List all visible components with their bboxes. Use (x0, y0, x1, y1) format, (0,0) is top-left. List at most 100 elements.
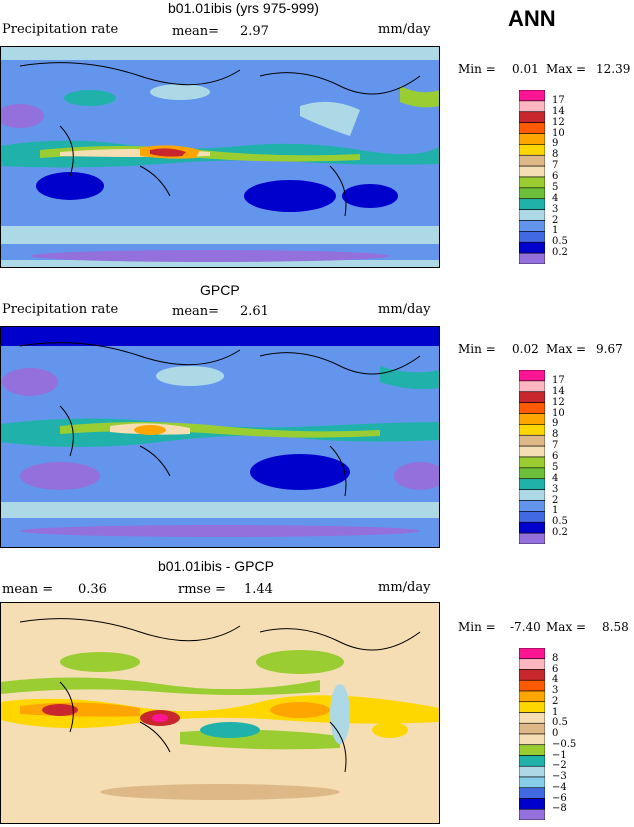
colorbar-tick-label: 17 (552, 94, 565, 106)
colorbar-tick-label: 0 (552, 728, 559, 739)
colorbar-tick-label: 1 (552, 505, 559, 517)
panel-1-title: b01.01ibis (yrs 975-999) (168, 0, 319, 16)
colorbar-tick-label: 10 (552, 407, 565, 419)
panel-3-max-label: Max = (546, 620, 587, 634)
colorbar-tick-label: 6 (552, 663, 559, 675)
colorbar-tick-label: 0.2 (552, 527, 568, 539)
colorbar-tick-label: 4 (552, 674, 559, 686)
season-label: ANN (508, 6, 556, 31)
colorbar-swatch (518, 669, 546, 681)
colorbar-tick-label: 8 (552, 652, 559, 664)
panel-1-mean-value: 2.97 (240, 24, 269, 39)
colorbar-swatch (518, 100, 546, 113)
panel-3-units: mm/day (378, 580, 431, 595)
panel-1-colorbar (518, 89, 546, 265)
colorbar-tick-label: −1 (552, 749, 567, 761)
colorbar-swatch (518, 755, 546, 767)
colorbar-swatch (518, 391, 546, 403)
panel-1-mean-label: mean= (172, 24, 220, 39)
colorbar-swatch (518, 679, 546, 692)
colorbar-swatch (518, 647, 546, 660)
colorbar-swatch (518, 456, 546, 469)
colorbar-tick-label: 2 (552, 494, 559, 506)
panel-1-units: mm/day (378, 22, 431, 37)
colorbar-swatch (518, 209, 546, 221)
panel-2-field: Precipitation rate (2, 302, 119, 317)
colorbar-tick-label: 1 (552, 225, 559, 237)
panel-2-mean-value: 2.61 (240, 304, 269, 319)
colorbar-tick-label: 12 (552, 396, 565, 408)
colorbar-swatch (518, 489, 546, 501)
panel-3-min-label: Min = (458, 620, 496, 634)
colorbar-tick-label: 5 (552, 181, 559, 193)
colorbar-swatch (518, 402, 546, 414)
panel-2-colorbar (518, 369, 546, 545)
colorbar-swatch (518, 478, 546, 490)
colorbar-tick-label: 7 (552, 440, 559, 452)
colorbar-tick-label: 3 (552, 685, 559, 696)
colorbar-tick-label: 4 (552, 192, 559, 204)
colorbar-tick-label: 8 (552, 429, 559, 441)
panel-2-max-value: 9.67 (596, 342, 623, 356)
colorbar-swatch (518, 413, 546, 425)
colorbar-swatch (518, 154, 546, 167)
colorbar-tick-label: −3 (552, 771, 567, 782)
panel-2-max-label: Max = (546, 342, 587, 356)
colorbar-swatch (518, 434, 546, 447)
panel-3-min-value: -7.40 (510, 620, 541, 634)
colorbar-tick-label: 8 (552, 149, 559, 161)
panel-3-map (0, 602, 440, 824)
colorbar-tick-label: −2 (552, 760, 567, 772)
panel-1-field: Precipitation rate (2, 22, 119, 37)
colorbar-tick-label: 9 (552, 138, 559, 150)
colorbar-swatch (518, 144, 546, 156)
panel-3-title: b01.01ibis - GPCP (158, 558, 274, 574)
colorbar-swatch (518, 252, 546, 265)
colorbar-swatch (518, 808, 546, 821)
panel-2-mean-label: mean= (172, 304, 220, 319)
panel-3-mean-value: 0.36 (78, 582, 107, 597)
colorbar-swatch (518, 712, 546, 724)
colorbar-swatch (518, 532, 546, 545)
colorbar-swatch (518, 187, 546, 200)
colorbar-tick-label: 2 (552, 214, 559, 226)
colorbar-tick-label: 6 (552, 171, 559, 182)
colorbar-swatch (518, 722, 546, 735)
colorbar-swatch (518, 424, 546, 436)
colorbar-swatch (518, 122, 546, 134)
colorbar-tick-label: 2 (552, 695, 559, 707)
colorbar-swatch (518, 380, 546, 393)
colorbar-tick-label: 14 (552, 105, 565, 117)
colorbar-swatch (518, 111, 546, 123)
colorbar-swatch (518, 89, 546, 102)
colorbar-swatch (518, 658, 546, 670)
colorbar-tick-label: 5 (552, 461, 559, 473)
colorbar-tick-label: −8 (552, 803, 567, 815)
panel-3-max-value: 8.58 (602, 620, 629, 634)
colorbar-swatch (518, 787, 546, 799)
colorbar-tick-label: 4 (552, 472, 559, 484)
panel-1-min-label: Min = (458, 62, 496, 76)
colorbar-swatch (518, 521, 546, 534)
colorbar-tick-label: −0.5 (552, 738, 577, 750)
colorbar-swatch (518, 701, 546, 713)
colorbar-tick-label: 7 (552, 160, 559, 172)
colorbar-swatch (518, 776, 546, 789)
colorbar-tick-label: −6 (552, 792, 567, 804)
panel-2-min-label: Min = (458, 342, 496, 356)
colorbar-swatch (518, 133, 546, 145)
colorbar-swatch (518, 511, 546, 523)
colorbar-tick-label: 0.5 (552, 236, 568, 248)
colorbar-swatch (518, 176, 546, 189)
colorbar-swatch (518, 467, 546, 480)
colorbar-tick-label: 17 (552, 374, 565, 386)
colorbar-tick-label: 1 (552, 706, 559, 718)
colorbar-swatch (518, 445, 546, 458)
panel-1-max-label: Max = (546, 62, 587, 76)
colorbar-swatch (518, 241, 546, 254)
panel-2-units: mm/day (378, 302, 431, 317)
colorbar-tick-label: 6 (552, 451, 559, 462)
colorbar-tick-label: 14 (552, 385, 565, 397)
panel-1-map (0, 46, 440, 268)
panel-1-min-value: 0.01 (512, 62, 539, 76)
